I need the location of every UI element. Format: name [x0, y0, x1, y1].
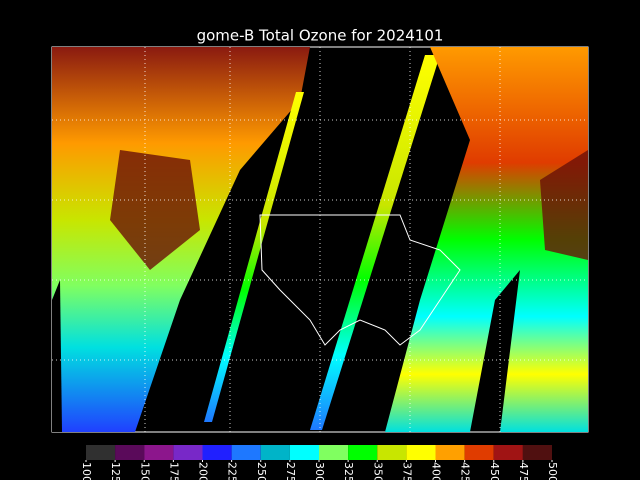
tick-label: 275: [284, 462, 297, 480]
colorbar-swatch: [231, 445, 261, 460]
tick-label: 175: [167, 462, 180, 480]
tick-label: 150: [138, 462, 151, 480]
colorbar-swatch: [377, 445, 407, 460]
tick-label: 225: [226, 462, 239, 480]
tick-label: 425: [459, 462, 472, 480]
map-title: gome-B Total Ozone for 2024101: [197, 27, 444, 45]
tick-label: 325: [342, 462, 355, 480]
high-ozone: [540, 150, 588, 260]
tick-label: 500: [546, 462, 559, 480]
colorbar-swatch: [289, 445, 319, 460]
tick-label: 475: [517, 462, 530, 480]
tick-label: 250: [255, 462, 268, 480]
tick-label: 100: [80, 462, 93, 480]
colorbar-swatch: [260, 445, 290, 460]
colorbar-swatch: [319, 445, 349, 460]
colorbar-swatch: [86, 445, 116, 460]
colorbar-swatch: [493, 445, 523, 460]
swath: [204, 92, 304, 422]
colorbar: 100 125 150 175 200 225 250 275 300 325 350 375 400 4…: [80, 445, 559, 480]
tick-label: 450: [488, 462, 501, 480]
tick-label: 125: [109, 462, 122, 480]
colorbar-swatch: [435, 445, 465, 460]
high-ozone: [110, 150, 200, 270]
colorbar-swatch: [522, 445, 552, 460]
colorbar-swatch: [144, 445, 174, 460]
coastline: [259, 214, 461, 346]
colorbar-swatch: [406, 445, 436, 460]
colorbar-swatch: [464, 445, 494, 460]
swath-gap: [52, 280, 62, 432]
map: [51, 46, 589, 433]
tick-label: 400: [430, 462, 443, 480]
tick-label: 200: [197, 462, 210, 480]
colorbar-swatch: [173, 445, 203, 460]
swath: [310, 55, 440, 430]
tick-label: 375: [400, 462, 413, 480]
colorbar-swatch: [202, 445, 232, 460]
tick-label: 300: [313, 462, 326, 480]
colorbar-swatch: [348, 445, 378, 460]
swath: [385, 47, 588, 432]
tick-label: 350: [371, 462, 384, 480]
colorbar-swatch: [115, 445, 145, 460]
